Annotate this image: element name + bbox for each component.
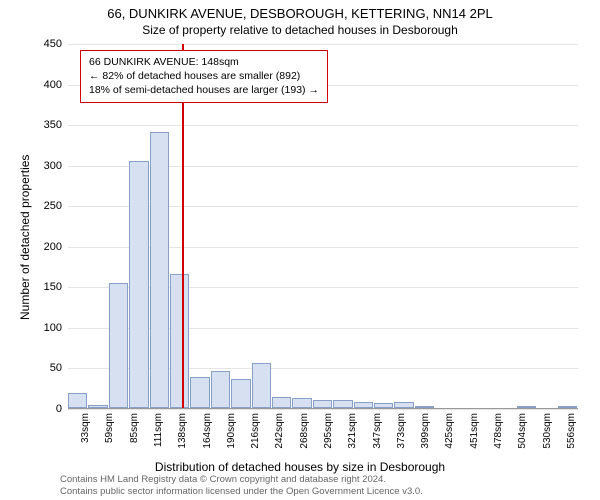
chart-plot-area: 66 DUNKIRK AVENUE: 148sqm ← 82% of detac… (68, 44, 578, 409)
x-tick-label: 451sqm (469, 413, 480, 473)
histogram-bar (333, 400, 352, 408)
y-tick-label: 300 (22, 160, 62, 172)
x-tick-label: 242sqm (274, 413, 285, 473)
x-tick-label: 478sqm (493, 413, 504, 473)
x-tick-label: 399sqm (420, 413, 431, 473)
x-tick-label: 164sqm (202, 413, 213, 473)
gridline (68, 44, 578, 45)
x-tick-label: 347sqm (372, 413, 383, 473)
x-tick-label: 530sqm (542, 413, 553, 473)
histogram-bar (88, 405, 107, 408)
histogram-bar (313, 400, 332, 408)
x-tick-label: 425sqm (444, 413, 455, 473)
annotation-line-2: ← 82% of detached houses are smaller (89… (89, 69, 319, 83)
y-tick-label: 50 (22, 362, 62, 374)
x-tick-label: 111sqm (153, 413, 164, 473)
x-tick-label: 33sqm (80, 413, 91, 473)
y-tick-label: 100 (22, 322, 62, 334)
copyright-text: Contains HM Land Registry data © Crown c… (60, 474, 423, 497)
copyright-line-2: Contains public sector information licen… (60, 486, 423, 497)
histogram-bar (374, 403, 393, 408)
x-tick-label: 556sqm (566, 413, 577, 473)
y-tick-label: 350 (22, 119, 62, 131)
copyright-line-1: Contains HM Land Registry data © Crown c… (60, 474, 423, 485)
x-tick-label: 138sqm (177, 413, 188, 473)
x-tick-label: 59sqm (104, 413, 115, 473)
histogram-bar (170, 274, 189, 408)
histogram-bar (129, 161, 148, 408)
histogram-bar (272, 397, 291, 408)
x-tick-label: 216sqm (250, 413, 261, 473)
page-title: 66, DUNKIRK AVENUE, DESBOROUGH, KETTERIN… (0, 0, 600, 21)
histogram-bar (558, 406, 577, 408)
x-tick-label: 504sqm (517, 413, 528, 473)
histogram-bar (211, 371, 230, 408)
x-tick-label: 295sqm (323, 413, 334, 473)
histogram-bar (109, 283, 128, 408)
gridline (68, 125, 578, 126)
x-tick-label: 373sqm (396, 413, 407, 473)
page-subtitle: Size of property relative to detached ho… (0, 21, 600, 37)
x-tick-label: 190sqm (226, 413, 237, 473)
histogram-bar (190, 377, 209, 408)
histogram-bar (292, 398, 311, 408)
y-tick-label: 400 (22, 79, 62, 91)
x-tick-label: 321sqm (347, 413, 358, 473)
x-tick-label: 268sqm (299, 413, 310, 473)
annotation-line-1: 66 DUNKIRK AVENUE: 148sqm (89, 55, 319, 69)
chart-container: 66, DUNKIRK AVENUE, DESBOROUGH, KETTERIN… (0, 0, 600, 500)
y-tick-label: 200 (22, 241, 62, 253)
y-tick-label: 0 (22, 403, 62, 415)
histogram-bar (231, 379, 250, 408)
x-tick-label: 85sqm (129, 413, 140, 473)
y-tick-label: 250 (22, 200, 62, 212)
y-tick-label: 150 (22, 281, 62, 293)
y-axis-label: Number of detached properties (18, 155, 32, 320)
annotation-line-3: 18% of semi-detached houses are larger (… (89, 83, 319, 97)
histogram-bar (394, 402, 413, 408)
histogram-bar (415, 406, 434, 408)
histogram-bar (68, 393, 87, 408)
histogram-bar (150, 132, 169, 408)
histogram-bar (517, 406, 536, 408)
annotation-box: 66 DUNKIRK AVENUE: 148sqm ← 82% of detac… (80, 50, 328, 103)
y-tick-label: 450 (22, 38, 62, 50)
histogram-bar (354, 402, 373, 408)
histogram-bar (252, 363, 271, 408)
gridline (68, 409, 578, 410)
